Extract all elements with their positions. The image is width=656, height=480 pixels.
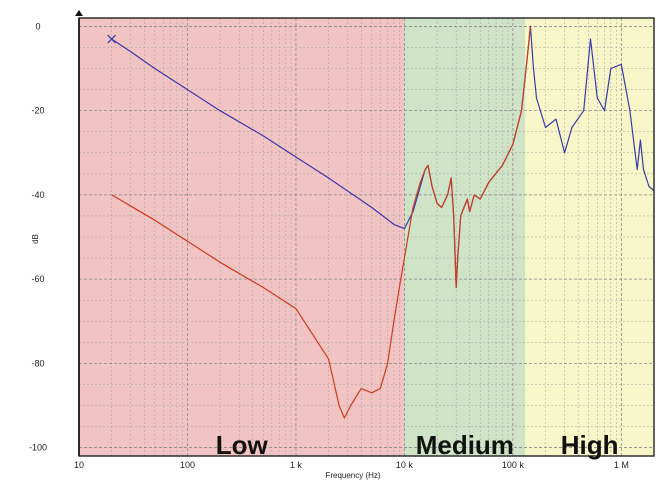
series-line-2 — [111, 26, 531, 419]
x-tick-label: 10 k — [396, 460, 414, 470]
series-lines — [111, 25, 655, 419]
x-tick-label: 10 — [74, 460, 84, 470]
y-axis-title: dB — [31, 234, 40, 244]
y-tick-label: -100 — [29, 443, 47, 453]
x-tick-label: 100 k — [502, 460, 525, 470]
band-labels: Low Medium High — [216, 430, 619, 460]
x-tick-label: 1 k — [290, 460, 303, 470]
x-tick-label: 100 — [180, 460, 195, 470]
x-tick-label: 1 M — [614, 460, 629, 470]
y-tick-labels: 0 -20 -40 -60 -80 -100 — [29, 21, 47, 452]
band-label-high: High — [561, 430, 619, 460]
band-label-low: Low — [216, 430, 269, 460]
series-start-marker — [107, 34, 117, 44]
chart-frame — [75, 10, 655, 457]
x-axis-title: Frequency (Hz) — [325, 471, 380, 480]
y-tick-label: -80 — [31, 358, 44, 368]
y-tick-label: -60 — [31, 274, 44, 284]
band-low — [79, 18, 405, 456]
y-tick-label: -40 — [31, 190, 44, 200]
y-axis-arrow — [75, 10, 83, 16]
y-tick-label: -20 — [31, 106, 44, 116]
marker-stroke — [107, 34, 117, 44]
series-markers — [107, 34, 117, 44]
x-tick-labels: 10 100 1 k 10 k 100 k 1 M — [74, 460, 629, 470]
band-label-medium: Medium — [416, 430, 514, 460]
y-tick-label: 0 — [35, 21, 40, 31]
